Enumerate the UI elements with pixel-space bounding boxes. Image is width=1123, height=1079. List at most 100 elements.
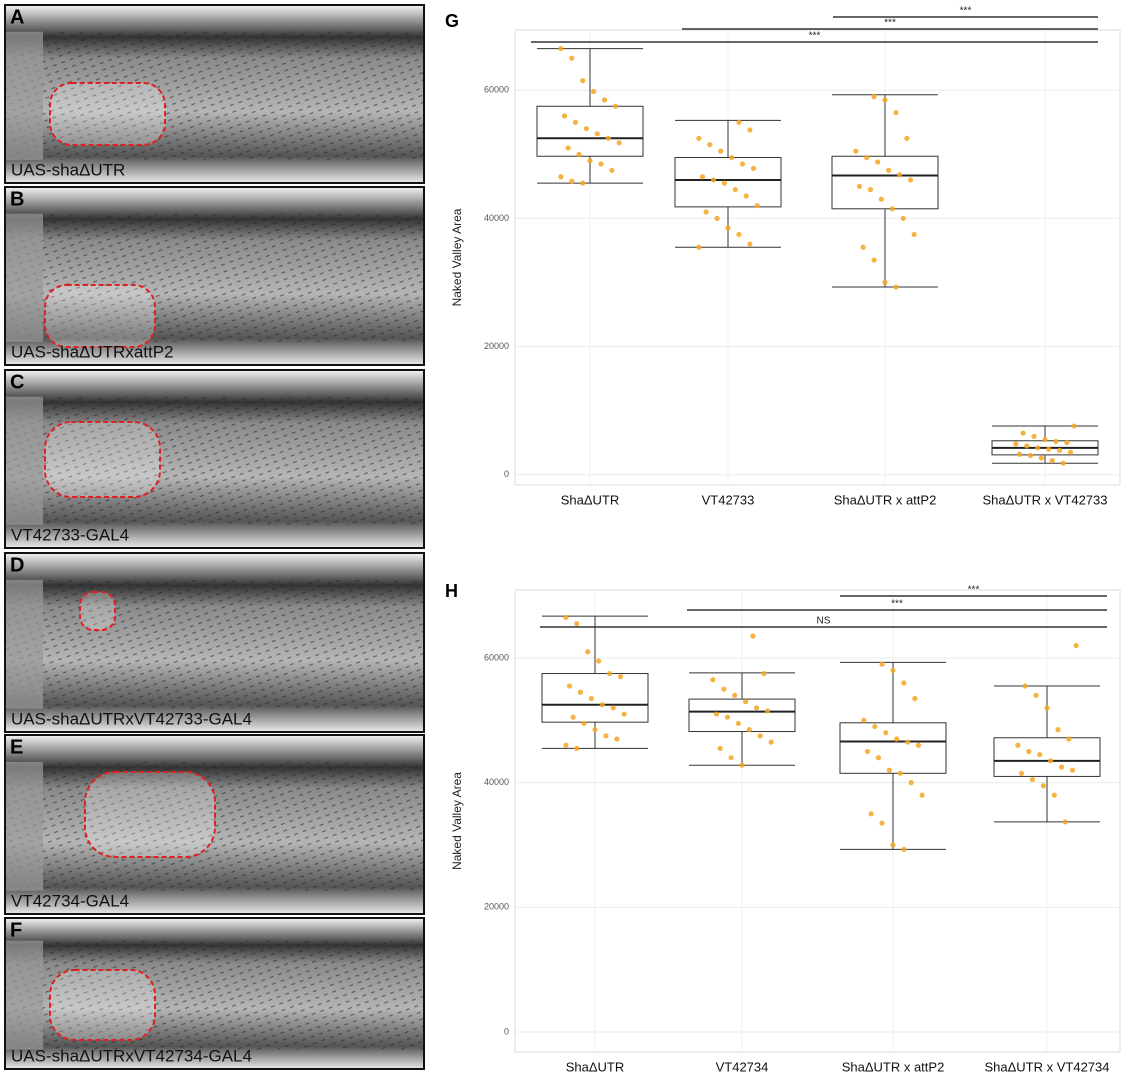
data-point: [857, 184, 862, 189]
y-tick-label: 60000: [484, 652, 509, 662]
data-point: [1028, 453, 1033, 458]
data-point: [578, 690, 583, 695]
data-point: [580, 181, 585, 186]
data-point: [622, 711, 627, 716]
data-point: [569, 179, 574, 184]
y-tick-label: 60000: [484, 85, 509, 95]
data-point: [869, 811, 874, 816]
significance-label: ***: [809, 31, 821, 42]
naked-valley-outline: [50, 83, 165, 145]
data-point: [905, 740, 910, 745]
data-point: [887, 768, 892, 773]
data-point: [871, 257, 876, 262]
data-point: [894, 736, 899, 741]
panel-caption: UAS-shaΔUTRxVT42734-GAL4: [11, 1046, 252, 1065]
data-point: [1023, 683, 1028, 688]
data-point: [704, 209, 709, 214]
data-point: [576, 152, 581, 157]
panel-letter: E: [10, 736, 23, 758]
data-point: [1037, 752, 1042, 757]
data-point: [1019, 771, 1024, 776]
data-point: [736, 232, 741, 237]
data-point: [883, 730, 888, 735]
data-point: [861, 245, 866, 250]
data-point: [1068, 450, 1073, 455]
panel-caption: VT42734-GAL4: [11, 891, 129, 910]
data-point: [912, 232, 917, 237]
data-point: [571, 715, 576, 720]
data-point: [901, 847, 906, 852]
data-point: [868, 187, 873, 192]
data-point: [1070, 768, 1075, 773]
data-point: [617, 140, 622, 145]
data-point: [729, 155, 734, 160]
data-point: [879, 662, 884, 667]
data-point: [732, 693, 737, 698]
y-tick-label: 0: [504, 469, 509, 479]
data-point: [920, 793, 925, 798]
data-point: [1057, 448, 1062, 453]
data-point: [718, 746, 723, 751]
data-point: [696, 245, 701, 250]
data-point: [607, 671, 612, 676]
data-point: [1055, 727, 1060, 732]
data-point: [602, 97, 607, 102]
data-point: [573, 120, 578, 125]
data-point: [696, 136, 701, 141]
panel-caption: UAS-shaΔUTR: [11, 160, 125, 179]
data-point: [563, 743, 568, 748]
data-point: [1072, 423, 1077, 428]
data-point: [711, 177, 716, 182]
data-point: [1013, 441, 1018, 446]
data-point: [1063, 819, 1068, 824]
data-point: [567, 683, 572, 688]
data-point: [611, 705, 616, 710]
data-point: [893, 110, 898, 115]
data-point: [865, 749, 870, 754]
significance-label: ***: [968, 585, 980, 596]
significance-label: ***: [960, 6, 972, 17]
leg-base: [5, 397, 43, 525]
data-point: [886, 168, 891, 173]
leg-base: [5, 762, 43, 891]
data-point: [1039, 455, 1044, 460]
y-axis-label: Naked Valley Area: [450, 208, 464, 306]
data-point: [769, 740, 774, 745]
data-point: [584, 126, 589, 131]
data-point: [1031, 434, 1036, 439]
data-point: [585, 649, 590, 654]
data-point: [1074, 643, 1079, 648]
data-point: [589, 696, 594, 701]
data-point: [1015, 743, 1020, 748]
y-tick-label: 0: [504, 1026, 509, 1036]
data-point: [574, 621, 579, 626]
y-tick-label: 40000: [484, 213, 509, 223]
leg-base: [5, 580, 43, 709]
panel-letter: F: [10, 919, 22, 941]
data-point: [569, 56, 574, 61]
significance-label: NS: [817, 616, 831, 627]
data-point: [743, 699, 748, 704]
plot-area: [515, 590, 1120, 1052]
data-point: [736, 120, 741, 125]
data-point: [598, 161, 603, 166]
box: [994, 738, 1100, 777]
x-tick-label: ShaΔUTR: [566, 1059, 625, 1074]
data-point: [890, 668, 895, 673]
leg-base: [5, 941, 43, 1050]
data-point: [587, 158, 592, 163]
data-point: [755, 203, 760, 208]
data-point: [747, 127, 752, 132]
data-point: [882, 280, 887, 285]
data-point: [901, 680, 906, 685]
x-tick-label: ShaΔUTR: [561, 492, 620, 507]
data-point: [1050, 458, 1055, 463]
data-point: [725, 715, 730, 720]
data-point: [558, 46, 563, 51]
leg-base: [5, 214, 43, 342]
data-point: [574, 746, 579, 751]
data-point: [603, 733, 608, 738]
leg-base: [5, 32, 43, 160]
data-point: [893, 284, 898, 289]
data-point: [707, 142, 712, 147]
